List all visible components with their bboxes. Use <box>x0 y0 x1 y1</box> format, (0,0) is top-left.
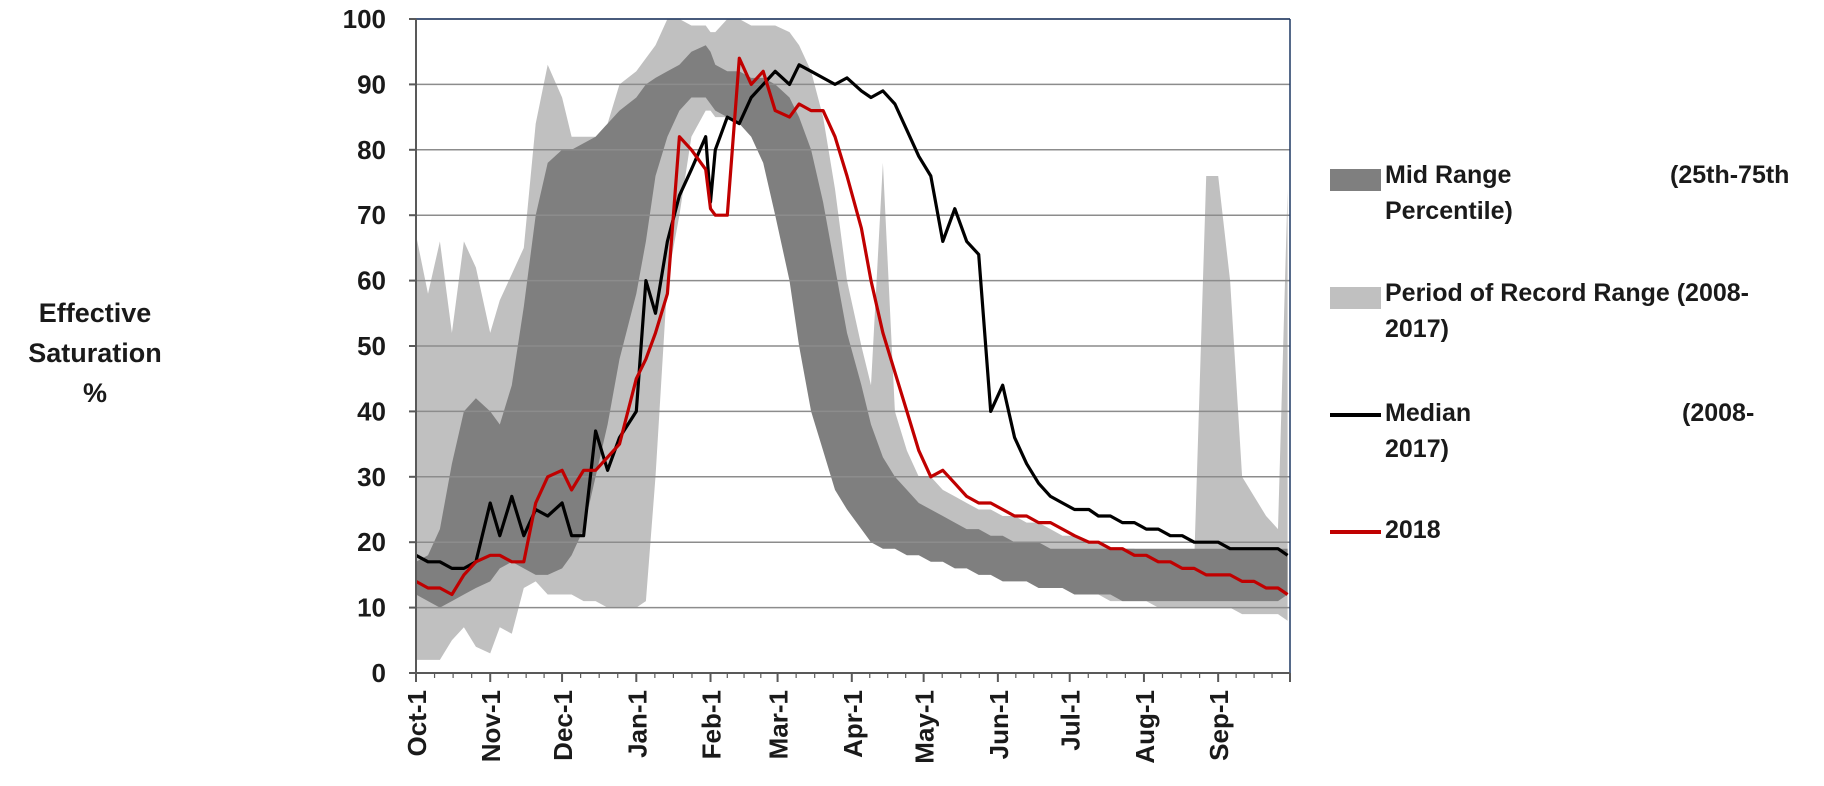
x-tick-label: Jul-1 <box>1056 690 1086 751</box>
legend-label: Median <box>1385 399 1472 427</box>
y-tick-label: 50 <box>357 331 386 361</box>
line-2018 <box>415 56 1289 597</box>
legend-label-continued: Percentile) <box>1385 197 1513 225</box>
y-tick-label: 70 <box>357 200 386 230</box>
y-tick-label: 80 <box>357 135 386 165</box>
y-tick-label: 0 <box>372 658 386 688</box>
y-tick-label: 20 <box>357 527 386 557</box>
x-tick-label: Jun-1 <box>984 690 1014 759</box>
legend-swatch <box>1330 530 1381 534</box>
x-tick-label: Dec-1 <box>548 690 578 761</box>
legend-label-right: (25th-75th <box>1670 161 1790 189</box>
x-tick-label: Sep-1 <box>1204 690 1234 761</box>
band-mid-range-25th-75th-percentile <box>416 45 1288 608</box>
legend-swatch <box>1330 287 1381 309</box>
y-tick-label: 100 <box>343 4 386 34</box>
legend-label-continued: 2017) <box>1385 315 1449 343</box>
x-tick-label: Nov-1 <box>476 690 506 762</box>
legend-label-right: (2008- <box>1682 399 1755 427</box>
line-median-2008-2017 <box>415 63 1289 570</box>
x-tick-label: Apr-1 <box>838 690 868 758</box>
y-axis-label-line: % <box>82 378 107 408</box>
y-tick-label: 40 <box>357 396 386 426</box>
x-tick-label: May-1 <box>910 690 940 764</box>
x-tick-label: Oct-1 <box>402 690 432 756</box>
y-tick-label: 90 <box>357 69 386 99</box>
y-axis-label: Effective Saturation % <box>0 293 190 413</box>
x-tick-label: Aug-1 <box>1130 690 1160 764</box>
x-tick-label: Jan-1 <box>622 690 652 758</box>
legend-swatch <box>1330 169 1381 191</box>
legend-label: Period of Record Range (2008- <box>1385 279 1749 307</box>
y-tick-label: 30 <box>357 462 386 492</box>
legend-label: Mid Range <box>1385 161 1512 189</box>
x-tick-label: Mar-1 <box>764 690 794 759</box>
x-tick-label: Feb-1 <box>697 690 727 759</box>
y-tick-label: 60 <box>357 266 386 296</box>
legend-label: 2018 <box>1385 516 1441 544</box>
y-axis-label-line: Effective <box>38 298 152 328</box>
y-tick-label: 10 <box>357 593 386 623</box>
legend-swatch <box>1330 413 1381 417</box>
legend-label-continued: 2017) <box>1385 435 1449 463</box>
y-axis-label-line: Saturation <box>28 338 162 368</box>
